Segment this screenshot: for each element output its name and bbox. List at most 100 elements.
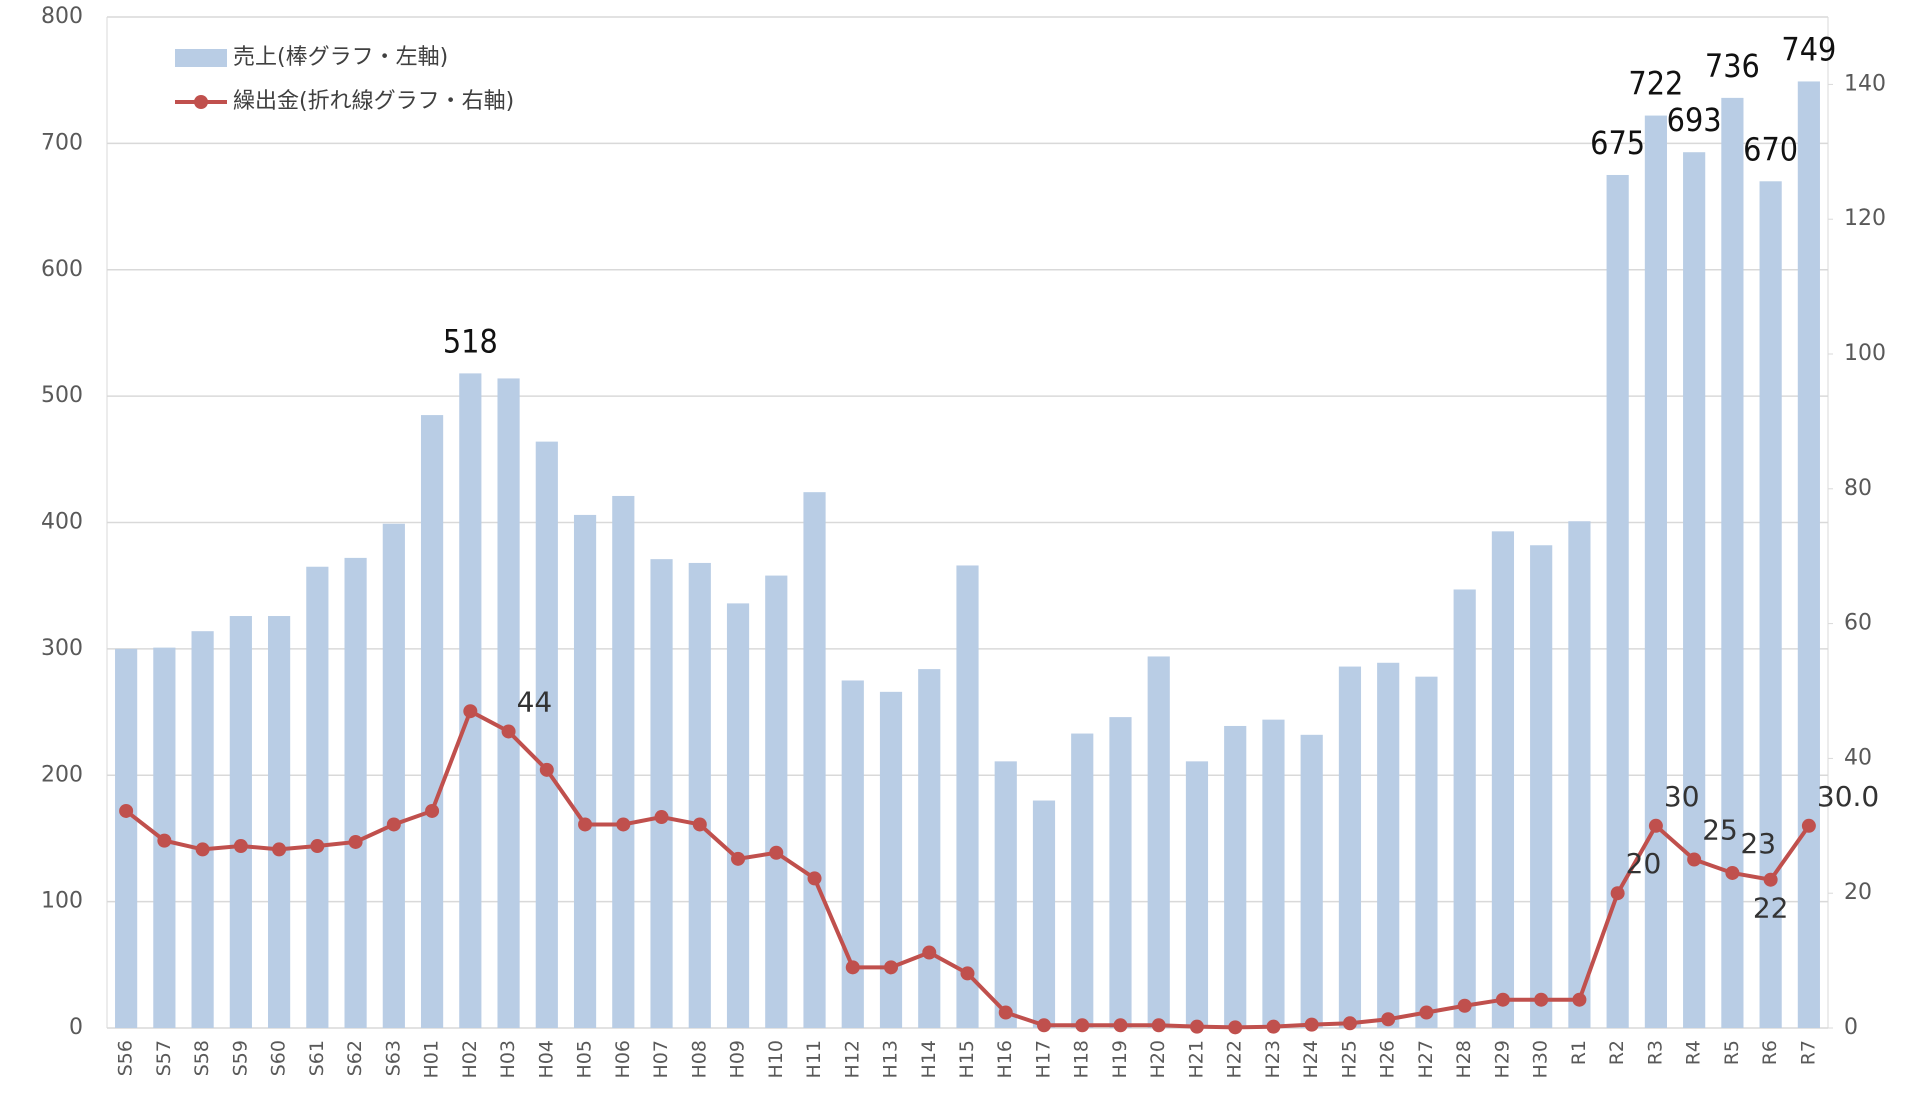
x-tick-label: H29 (1491, 1040, 1513, 1078)
bar (1530, 545, 1553, 1028)
bar (1683, 152, 1706, 1028)
bar (1721, 97, 1744, 1028)
x-tick-label: S62 (344, 1040, 366, 1076)
x-tick-label: H04 (535, 1040, 557, 1078)
x-tick-label: H08 (688, 1040, 710, 1078)
x-tick-label: H17 (1032, 1040, 1054, 1078)
x-tick-label: R2 (1606, 1040, 1628, 1065)
line-point (731, 851, 746, 866)
x-tick-label: S61 (306, 1040, 328, 1076)
line-point (1113, 1018, 1128, 1033)
bar-value-label: 675 (1590, 124, 1645, 162)
bar (115, 648, 138, 1028)
line-point (1648, 818, 1663, 833)
x-tick-label: H02 (459, 1040, 481, 1078)
line-point (1763, 872, 1778, 887)
line-point (1189, 1019, 1204, 1034)
line-value-label: 44 (517, 685, 553, 718)
line-point (845, 960, 860, 975)
line-point (578, 817, 593, 832)
legend-label: 繰出金(折れ線グラフ・右軸) (233, 89, 514, 114)
bar-value-label: 670 (1743, 130, 1798, 168)
bar (1071, 733, 1094, 1028)
x-tick-label: R7 (1797, 1040, 1819, 1065)
line-point (1151, 1018, 1166, 1033)
line-point (157, 833, 172, 848)
line-point (692, 817, 707, 832)
bar (382, 523, 405, 1028)
y2-tick-label: 0 (1844, 1015, 1858, 1040)
x-tick-label: S63 (382, 1040, 404, 1076)
line-point (1725, 865, 1740, 880)
line-point (195, 842, 210, 857)
x-tick-label: H18 (1071, 1040, 1093, 1078)
x-tick-label: H03 (497, 1040, 519, 1078)
line-point (272, 842, 287, 857)
line-value-label: 25 (1702, 814, 1738, 847)
y-tick-label: 800 (41, 4, 83, 29)
y-tick-label: 400 (41, 510, 83, 535)
line-point (960, 966, 975, 981)
line-point (1801, 818, 1816, 833)
bar (1338, 666, 1362, 1028)
bar (1032, 800, 1056, 1028)
line-point (463, 704, 478, 719)
bar (1300, 734, 1323, 1028)
line-value-label: 30.0 (1817, 780, 1879, 813)
x-tick-label: H11 (803, 1040, 825, 1078)
bar (1147, 656, 1170, 1028)
bar-value-label: 736 (1705, 47, 1760, 85)
legend-label: 売上(棒グラフ・左軸) (233, 45, 448, 70)
bar (1377, 662, 1400, 1028)
x-tick-label: H12 (841, 1040, 863, 1078)
bar (497, 378, 520, 1028)
y2-tick-label: 120 (1844, 206, 1886, 231)
x-tick-label: H09 (727, 1040, 749, 1078)
line-point (807, 871, 822, 886)
bar (535, 441, 558, 1028)
y-tick-label: 0 (69, 1015, 83, 1040)
line-point (425, 803, 440, 818)
x-tick-label: R1 (1568, 1040, 1590, 1065)
bar (344, 557, 367, 1028)
x-tick-label: H26 (1377, 1040, 1399, 1078)
line-point (1457, 998, 1472, 1013)
bar (879, 691, 903, 1028)
x-tick-label: H30 (1530, 1040, 1552, 1078)
bar (1415, 676, 1438, 1028)
x-tick-label: H22 (1224, 1040, 1246, 1078)
x-tick-label: R3 (1644, 1040, 1666, 1065)
bar (956, 565, 979, 1028)
bar (1109, 717, 1132, 1028)
x-tick-label: R6 (1759, 1040, 1781, 1065)
line-point (1342, 1016, 1357, 1031)
x-tick-label: H27 (1415, 1040, 1437, 1078)
line-point (769, 845, 784, 860)
x-tick-label: S56 (115, 1040, 137, 1076)
line-point (1304, 1017, 1319, 1032)
y2-tick-label: 60 (1844, 611, 1872, 636)
line-value-label: 23 (1740, 827, 1776, 860)
x-tick-label: S57 (153, 1040, 175, 1076)
line-point (998, 1005, 1013, 1020)
bar (1453, 589, 1476, 1028)
bar (1606, 174, 1629, 1028)
legend-swatch (194, 95, 208, 109)
line-value-label: 22 (1753, 892, 1789, 925)
line-point (1036, 1018, 1051, 1033)
line-value-label: 20 (1626, 847, 1662, 880)
line-point (884, 960, 899, 975)
x-tick-label: H20 (1147, 1040, 1169, 1078)
x-tick-label: R4 (1683, 1040, 1705, 1065)
bar (994, 761, 1017, 1028)
y-tick-label: 100 (41, 889, 83, 914)
bar-value-label: 518 (443, 322, 498, 360)
line-point (1381, 1012, 1396, 1027)
bar (1262, 719, 1285, 1028)
y-tick-label: 300 (41, 636, 83, 661)
y2-tick-label: 20 (1844, 880, 1872, 905)
x-tick-label: H15 (956, 1040, 978, 1078)
x-tick-label: H14 (918, 1040, 940, 1078)
y2-tick-label: 80 (1844, 476, 1872, 501)
